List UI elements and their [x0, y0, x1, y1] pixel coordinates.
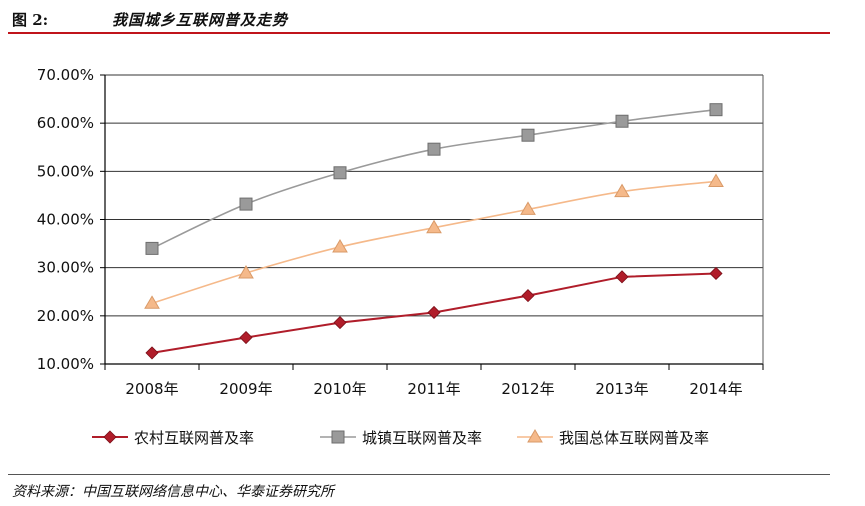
data-point-series-2 — [615, 114, 629, 128]
x-tick-label: 2014年 — [689, 380, 742, 398]
y-tick-label: 20.00% — [37, 307, 94, 325]
data-point-series-1 — [709, 266, 723, 281]
data-point-series-3 — [426, 219, 442, 234]
x-tick-label: 2012年 — [501, 380, 554, 398]
data-point-series-1 — [427, 305, 441, 320]
legend-marker-1 — [103, 430, 117, 444]
y-tick-label: 40.00% — [37, 211, 94, 229]
series-line-3 — [151, 180, 717, 305]
y-tick-label: 60.00% — [37, 114, 94, 132]
source-note: 资料来源：中国互联网络信息中心、华泰证券研究所 — [12, 484, 334, 500]
data-point-series-3 — [332, 238, 348, 253]
data-point-series-3 — [238, 264, 254, 279]
x-tick-label: 2008年 — [125, 380, 178, 398]
y-tick-label: 70.00% — [37, 66, 94, 84]
data-point-series-2 — [333, 166, 347, 180]
x-tick-label: 2009年 — [219, 380, 272, 398]
x-tick-label: 2013年 — [595, 380, 648, 398]
data-point-series-1 — [521, 289, 535, 303]
data-point-series-1 — [239, 330, 253, 345]
chart-title: 我国城乡互联网普及走势 — [112, 11, 289, 29]
data-point-series-3 — [708, 173, 724, 187]
data-point-series-2 — [709, 103, 723, 117]
data-point-series-2 — [427, 142, 441, 156]
data-point-series-3 — [144, 295, 160, 309]
data-point-series-1 — [615, 270, 629, 284]
y-tick-label: 10.00% — [37, 355, 94, 373]
source-divider — [8, 474, 830, 475]
x-tick-label: 2011年 — [407, 380, 460, 398]
legend-marker-2 — [331, 430, 345, 444]
data-point-series-2 — [145, 241, 159, 255]
figure-header: 图 2: 我国城乡互联网普及走势 — [8, 8, 830, 34]
legend-label-2: 城镇互联网普及率 — [362, 429, 482, 447]
legend-label-1: 农村互联网普及率 — [134, 429, 254, 447]
data-point-series-2 — [239, 197, 253, 211]
figure-label: 图 2: — [12, 11, 49, 29]
data-point-series-2 — [521, 128, 535, 142]
data-point-series-1 — [333, 316, 347, 330]
y-tick-label: 50.00% — [37, 162, 94, 180]
y-tick-label: 30.00% — [37, 259, 94, 277]
x-tick-label: 2010年 — [313, 380, 366, 398]
legend-marker-3 — [527, 429, 543, 443]
data-point-series-1 — [145, 346, 159, 360]
legend-label-3: 我国总体互联网普及率 — [559, 429, 709, 447]
data-point-series-3 — [614, 183, 630, 198]
data-point-series-3 — [520, 201, 536, 215]
